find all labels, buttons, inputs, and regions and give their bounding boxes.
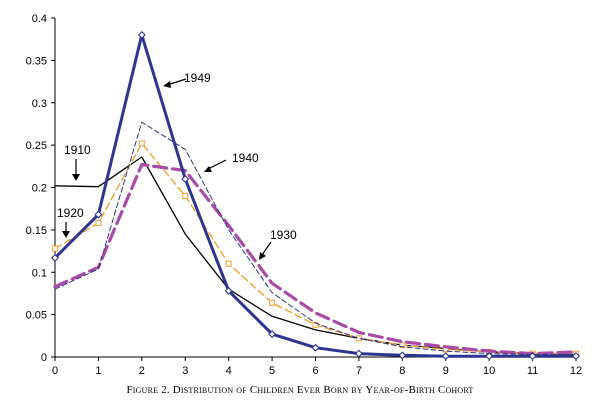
annotation-1920-label: 1920 [57, 206, 84, 220]
annotations: 1949 1940 1910 1920 1930 [57, 71, 297, 260]
x-tick-label: 3 [182, 365, 188, 377]
series-point-1949 [354, 349, 363, 358]
y-tick-label: 0.3 [32, 98, 47, 110]
annotation-1930-arrowhead [259, 252, 266, 260]
series-point-1920 [182, 192, 189, 199]
series-point-1949 [224, 286, 233, 295]
y-tick-label: 0 [41, 352, 47, 364]
y-tick-label: 0.35 [26, 55, 47, 67]
annotation-1940-arrow [207, 159, 227, 170]
series-point-1920 [399, 342, 406, 349]
annotation-1910-arrowhead [72, 174, 80, 181]
series-layer [51, 30, 580, 361]
series-point-1949 [528, 352, 537, 361]
axes: 00.050.10.150.20.250.30.350.40 1 2 3 4 5 6 7 8 9 1… [26, 13, 583, 377]
y-tick-label: 0.25 [26, 140, 47, 152]
series-point-1920 [95, 220, 102, 227]
annotation-1930-arrow [261, 241, 272, 256]
annotation-1910-label: 1910 [64, 143, 91, 157]
x-tick-label: 1 [95, 365, 101, 377]
series-point-1920 [269, 299, 276, 306]
series-point-1920 [52, 245, 58, 252]
series-point-1920 [225, 260, 232, 267]
x-tick-label: 5 [269, 365, 275, 377]
series-point-1949 [94, 210, 103, 219]
x-tick-label: 6 [312, 365, 318, 377]
x-tick-label: 11 [527, 365, 538, 377]
x-tick-label: 12 [570, 365, 582, 377]
annotation-1940-arrowhead [204, 166, 212, 172]
series-point-1920 [312, 321, 319, 328]
series-point-1949 [51, 253, 59, 262]
series-line-1930 [53, 163, 578, 356]
series-point-1949 [485, 352, 494, 361]
series-line-1949 [53, 33, 578, 358]
series-point-1949 [572, 352, 580, 361]
annotation-1949-arrowhead [163, 81, 171, 88]
x-tick-label: 9 [443, 365, 449, 377]
annotation-1949-label: 1949 [184, 71, 211, 85]
series-point-1949 [441, 352, 450, 361]
annotation-1930-label: 1930 [270, 228, 297, 242]
figure-caption: Figure 2. Distribution of Children Ever … [126, 384, 474, 396]
y-tick-label: 0.15 [26, 225, 47, 237]
series-point-1949 [181, 175, 190, 184]
annotation-1940-label: 1940 [232, 151, 259, 165]
series-point-1949 [268, 330, 277, 339]
y-tick-label: 0.2 [32, 183, 47, 195]
series-point-1949 [398, 351, 407, 360]
x-tick-label: 10 [483, 365, 495, 377]
series-line-1940 [54, 121, 577, 355]
x-tick-label: 4 [226, 365, 232, 377]
series-point-1949 [311, 343, 320, 352]
x-tick-label: 0 [52, 365, 58, 377]
series-point-1920 [355, 335, 362, 342]
y-tick-label: 0.1 [32, 267, 47, 279]
series-point-1949 [137, 30, 146, 39]
y-tick-label: 0.4 [32, 13, 47, 25]
y-tick-label: 0.05 [26, 310, 47, 322]
annotation-1920-arrowhead [62, 231, 70, 238]
x-tick-label: 8 [399, 365, 405, 377]
series-point-1920 [138, 140, 145, 147]
x-tick-label: 2 [139, 365, 145, 377]
x-tick-label: 7 [356, 365, 362, 377]
